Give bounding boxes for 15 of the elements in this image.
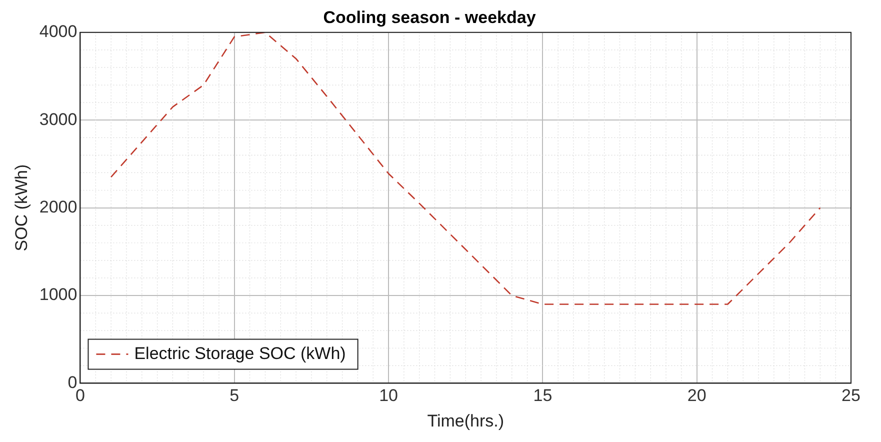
x-tick-label: 10 bbox=[379, 386, 398, 406]
y-axis-title: SOC (kWh) bbox=[12, 164, 31, 252]
x-axis-title: Time(hrs.) bbox=[427, 411, 504, 430]
line-series bbox=[110, 32, 821, 305]
legend-label: Electric Storage SOC (kWh) bbox=[134, 344, 346, 363]
x-tick-label: 5 bbox=[230, 386, 240, 406]
y-tick-label: 2000 bbox=[39, 197, 78, 216]
y-tick-label: 0 bbox=[68, 372, 78, 392]
x-tick-label: 25 bbox=[842, 386, 860, 406]
y-tick-label: 4000 bbox=[39, 22, 78, 42]
x-tick-label: 20 bbox=[687, 386, 706, 406]
y-tick-label: 3000 bbox=[39, 110, 78, 129]
y-tick-label: 1000 bbox=[39, 285, 78, 304]
chart-title: Cooling season - weekday bbox=[323, 8, 536, 27]
x-tick-label: 15 bbox=[533, 386, 552, 406]
